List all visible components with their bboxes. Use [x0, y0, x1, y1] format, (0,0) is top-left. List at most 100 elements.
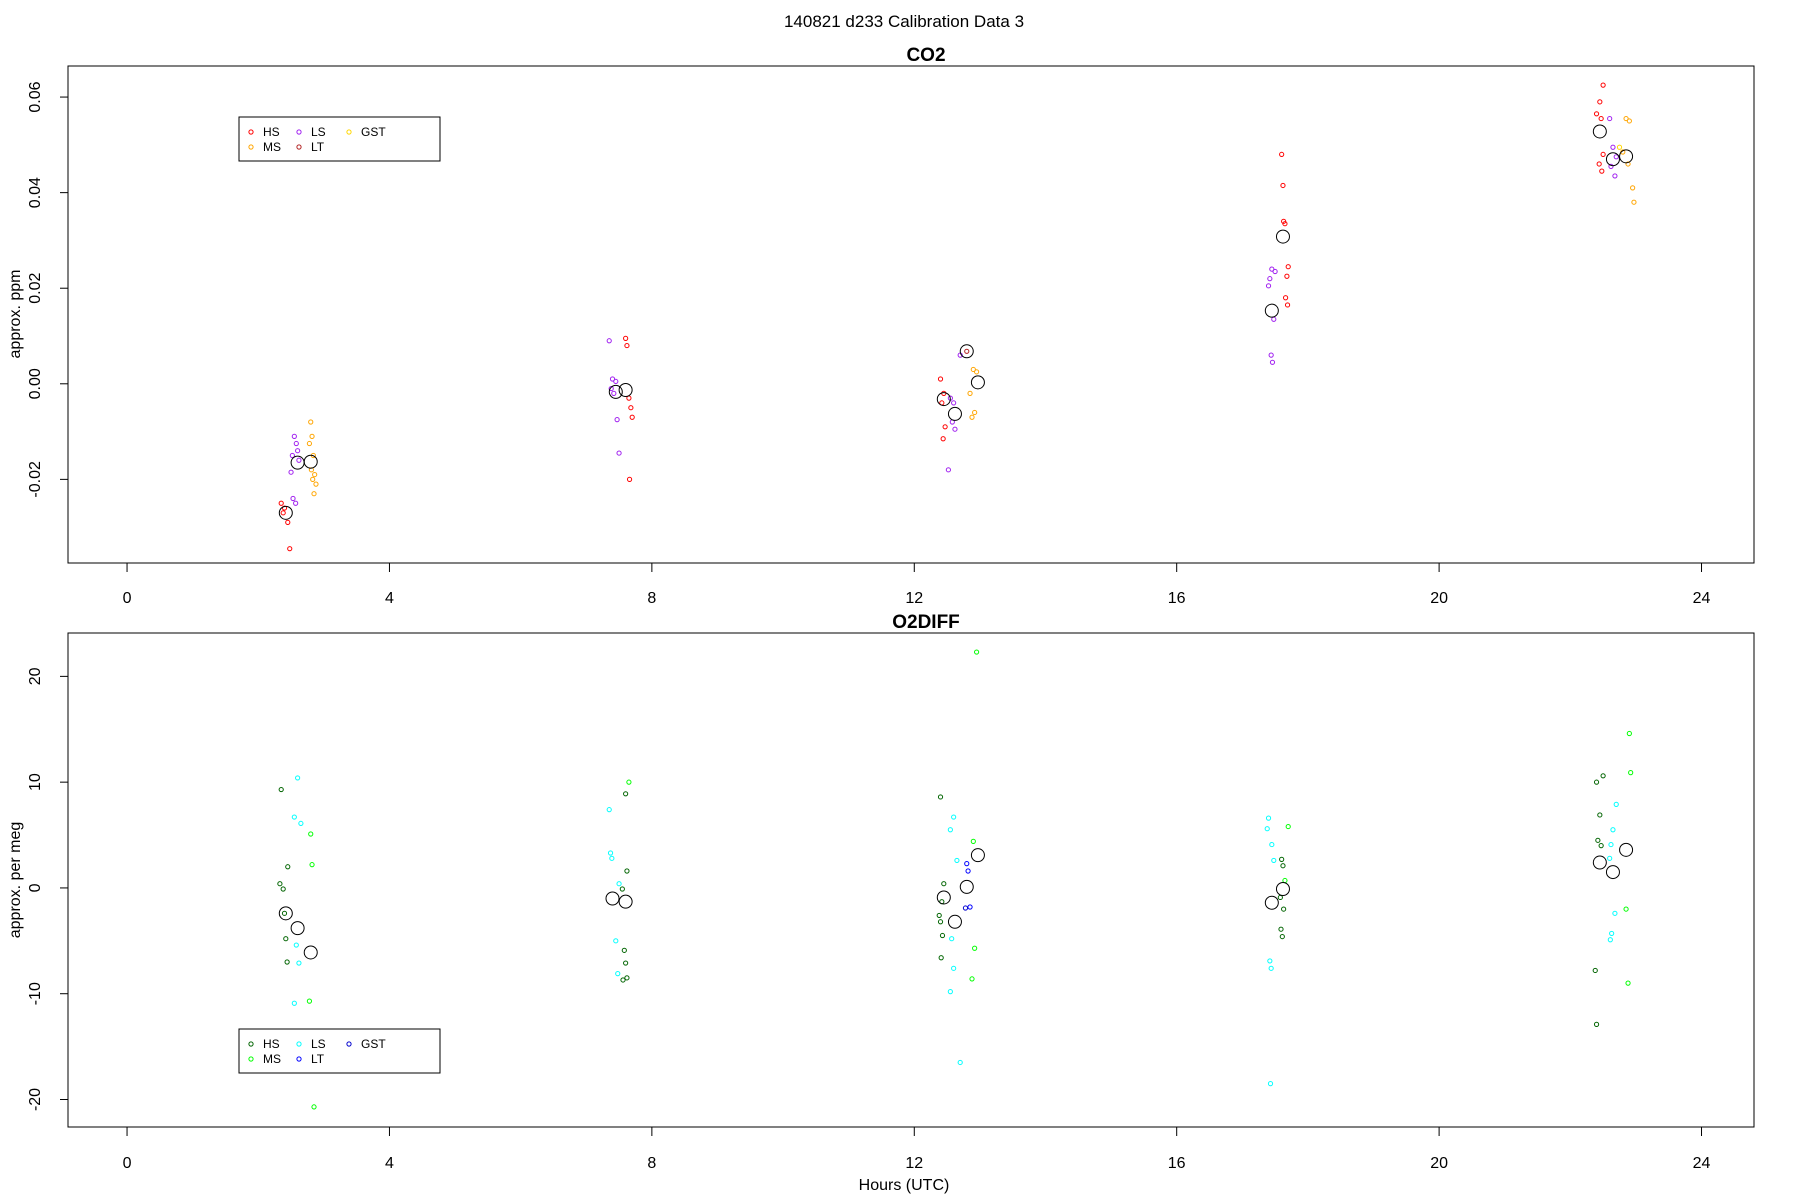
- co2-y-tick-label: -0.02: [27, 461, 44, 498]
- o2diff-point-ls: [1267, 1081, 1274, 1087]
- o2diff-point-hs: [1279, 856, 1285, 862]
- co2-mean-marker: [278, 505, 293, 520]
- co2-point-hs: [1593, 111, 1600, 117]
- co2-point-ls: [1612, 173, 1618, 179]
- o2diff-point-ls: [298, 820, 304, 827]
- co2-point-ls: [1271, 316, 1277, 322]
- o2diff-point-ls: [949, 936, 955, 942]
- o2diff-point-ms: [1285, 823, 1291, 830]
- co2-mean-marker: [608, 384, 623, 399]
- o2diff-point-ls: [1269, 841, 1275, 848]
- co2-legend-label-gst: GST: [361, 125, 386, 139]
- co2-point-hs: [1284, 302, 1291, 308]
- co2-point-ls: [1267, 276, 1273, 282]
- co2-points: [278, 82, 1637, 552]
- o2diff-point-hs: [1600, 773, 1606, 779]
- o2diff-point-hs: [623, 791, 629, 797]
- co2-point-hs: [278, 500, 284, 506]
- co2-point-ms: [308, 419, 314, 425]
- o2diff-point-hs: [936, 912, 942, 919]
- co2-point-ms: [312, 471, 318, 478]
- o2diff-point-ls: [291, 1000, 297, 1006]
- o2diff-legend-label-ls: LS: [311, 1037, 326, 1051]
- co2-mean-marker: [1619, 149, 1634, 164]
- o2diff-point-hs: [1593, 779, 1600, 785]
- co2-point-hs: [940, 436, 946, 442]
- o2diff-point-hs: [1279, 933, 1285, 940]
- co2-point-ms: [1623, 115, 1629, 122]
- o2diff-mean-marker: [947, 914, 962, 929]
- o2diff-point-ms: [309, 862, 315, 868]
- o2diff-point-hs: [938, 955, 944, 961]
- o2diff-mean-marker: [1605, 865, 1620, 880]
- co2-legend-marker-lt: [296, 144, 302, 150]
- o2diff-mean-marker: [303, 945, 318, 960]
- co2-panel-title: CO2: [906, 45, 945, 66]
- o2diff-point-ls: [615, 971, 621, 977]
- co2-point-ls: [614, 417, 620, 423]
- o2diff-mean-marker: [959, 879, 974, 894]
- o2diff-point-hs: [619, 886, 625, 892]
- o2diff-point-ls: [1271, 857, 1277, 864]
- co2-point-ms: [309, 433, 315, 439]
- o2diff-point-hs: [281, 910, 288, 916]
- co2-point-hs: [280, 510, 286, 516]
- co2-point-hs: [1282, 221, 1288, 227]
- co2-point-ls: [608, 385, 614, 392]
- co2-point-ls: [611, 390, 617, 396]
- o2diff-point-ls: [293, 942, 299, 948]
- o2diff-point-ls: [957, 1059, 963, 1066]
- o2diff-point-ls: [616, 881, 622, 887]
- o2diff-point-ms: [1625, 980, 1631, 986]
- co2-x-tick-label: 0: [123, 590, 132, 607]
- o2diff-point-hs: [937, 794, 944, 800]
- o2diff-mean-marker: [970, 848, 985, 863]
- co2-x-tick-label: 4: [385, 590, 394, 607]
- o2diff-x-tick-label: 20: [1430, 1155, 1448, 1172]
- o2diff-point-ls: [947, 827, 953, 833]
- co2-mean-marker: [1592, 124, 1607, 139]
- o2diff-point-hs: [621, 947, 627, 953]
- co2-x-tick-label: 8: [647, 590, 656, 607]
- co2-point-ls: [1610, 144, 1616, 150]
- co2-point-ls: [295, 448, 301, 454]
- co2-point-ls: [945, 467, 951, 473]
- co2-legend-label-ms: MS: [263, 140, 281, 154]
- co2-point-ls: [613, 378, 619, 385]
- o2diff-point-hs: [278, 786, 284, 793]
- co2-point-ms: [311, 491, 317, 497]
- co2-point-gst: [1616, 144, 1623, 150]
- o2diff-point-ls: [947, 988, 953, 995]
- co2-point-ls: [296, 457, 302, 463]
- co2-point-hs: [629, 414, 635, 420]
- o2diff-legend-label-ms: MS: [263, 1052, 281, 1066]
- o2diff-point-hs: [280, 886, 286, 892]
- o2diff-mean-markers: [278, 842, 1634, 960]
- co2-point-ms: [972, 409, 978, 416]
- co2-point-ls: [952, 426, 958, 432]
- co2-x-tick-label: 24: [1693, 590, 1711, 607]
- o2diff-point-hs: [620, 977, 626, 983]
- co2-point-ms: [967, 390, 973, 396]
- co2-point-ls: [1272, 268, 1278, 275]
- o2diff-panel-title: O2DIFF: [892, 612, 960, 633]
- co2-y-tick-label: 0.06: [27, 81, 44, 112]
- co2-point-hs: [624, 342, 630, 349]
- co2-mean-marker: [618, 383, 633, 398]
- co2-mean-marker: [1605, 152, 1620, 167]
- o2diff-point-ms: [1626, 730, 1632, 737]
- o2diff-mean-marker: [618, 894, 633, 909]
- o2diff-point-hs: [1597, 812, 1603, 818]
- o2diff-point-ls: [1265, 815, 1272, 821]
- o2diff-point-ms: [974, 649, 980, 655]
- co2-point-hs: [1600, 151, 1606, 158]
- o2diff-point-lt: [964, 861, 970, 867]
- o2diff-point-ms: [308, 831, 314, 837]
- o2diff-point-ls: [1268, 965, 1274, 971]
- o2diff-x-axis-label: Hours (UTC): [859, 1177, 950, 1194]
- o2diff-mean-marker: [1592, 855, 1607, 870]
- co2-y-tick-label: 0.04: [27, 177, 44, 208]
- o2diff-point-hs: [1281, 906, 1287, 912]
